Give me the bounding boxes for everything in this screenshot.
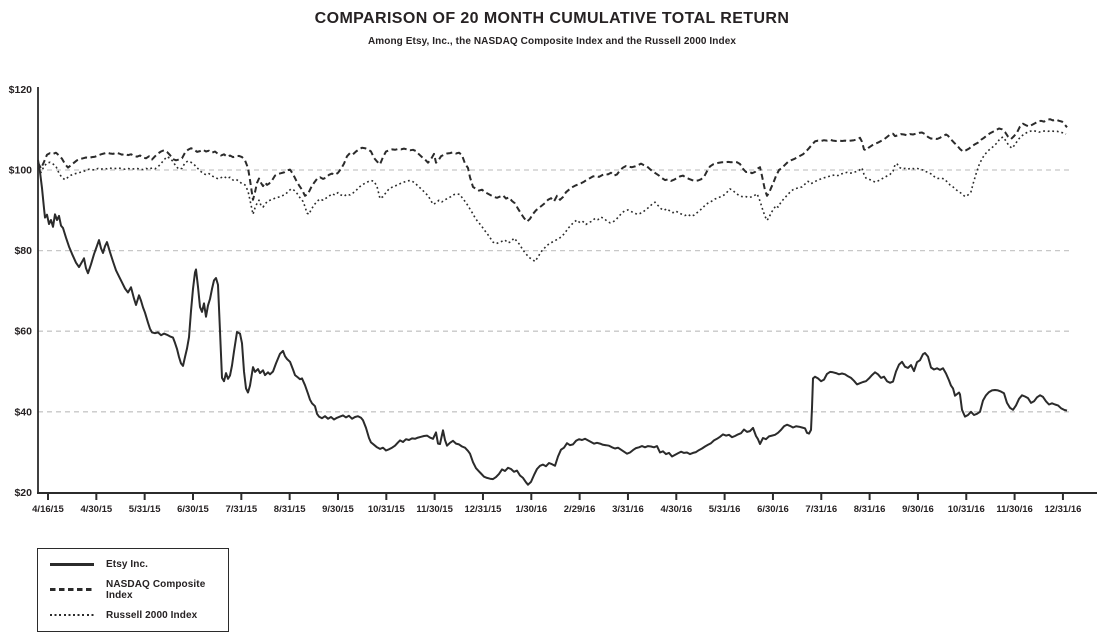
x-tick-label: 3/31/16 (612, 504, 644, 515)
legend-label-russell: Russell 2000 Index (106, 609, 198, 621)
legend-item-etsy: Etsy Inc. (50, 559, 228, 570)
x-tick-label: 4/30/15 (80, 504, 112, 515)
x-tick-label: 7/31/16 (805, 504, 837, 515)
x-tick-label: 2/29/16 (564, 504, 596, 515)
series-line-nasdaq-composite-index (37, 118, 1068, 223)
x-tick-label: 7/31/15 (225, 504, 257, 515)
y-tick-label: $40 (14, 406, 32, 418)
x-tick-label: 11/30/16 (996, 504, 1032, 515)
solid-line-swatch-icon (50, 563, 94, 567)
legend-item-nasdaq: NASDAQ Composite Index (50, 579, 228, 601)
x-tick-label: 10/31/15 (368, 504, 406, 515)
x-tick-label: 8/31/15 (274, 504, 306, 515)
x-tick-label: 11/30/15 (416, 504, 453, 515)
x-tick-label: 9/30/15 (322, 504, 354, 515)
y-tick-label: $100 (9, 165, 33, 177)
x-tick-label: 9/30/16 (902, 504, 934, 515)
chart-subtitle: Among Etsy, Inc., the NASDAQ Composite I… (367, 36, 737, 47)
x-tick-label: 6/30/15 (177, 504, 209, 515)
y-tick-label: $80 (14, 245, 32, 257)
legend-label-etsy: Etsy Inc. (106, 559, 149, 571)
x-tick-label: 5/31/16 (709, 504, 741, 515)
legend-item-russell: Russell 2000 Index (50, 610, 228, 621)
x-tick-label: 4/30/16 (660, 504, 692, 515)
y-tick-label: $20 (14, 487, 32, 499)
dotted-line-swatch-icon (50, 613, 94, 617)
series-line-etsy-inc- (37, 159, 1068, 486)
x-tick-label: 12/31/16 (1044, 504, 1081, 515)
y-tick-label: $60 (14, 326, 32, 338)
x-tick-label: 12/31/15 (464, 504, 502, 515)
legend-label-nasdaq: NASDAQ Composite Index (106, 578, 206, 601)
x-tick-label: 8/31/16 (854, 504, 886, 515)
dashed-line-swatch-icon (50, 588, 94, 592)
x-tick-label: 6/30/16 (757, 504, 789, 515)
x-tick-label: 10/31/16 (948, 504, 985, 515)
y-tick-label: $120 (9, 84, 33, 96)
legend: Etsy Inc. NASDAQ Composite Index Russell… (37, 548, 229, 632)
series-line-russell-2000-index (37, 129, 1067, 263)
x-tick-label: 4/16/15 (32, 504, 64, 515)
x-tick-label: 1/30/16 (515, 504, 547, 515)
chart-title: COMPARISON OF 20 MONTH CUMULATIVE TOTAL … (314, 10, 790, 27)
x-tick-label: 5/31/15 (129, 504, 161, 515)
